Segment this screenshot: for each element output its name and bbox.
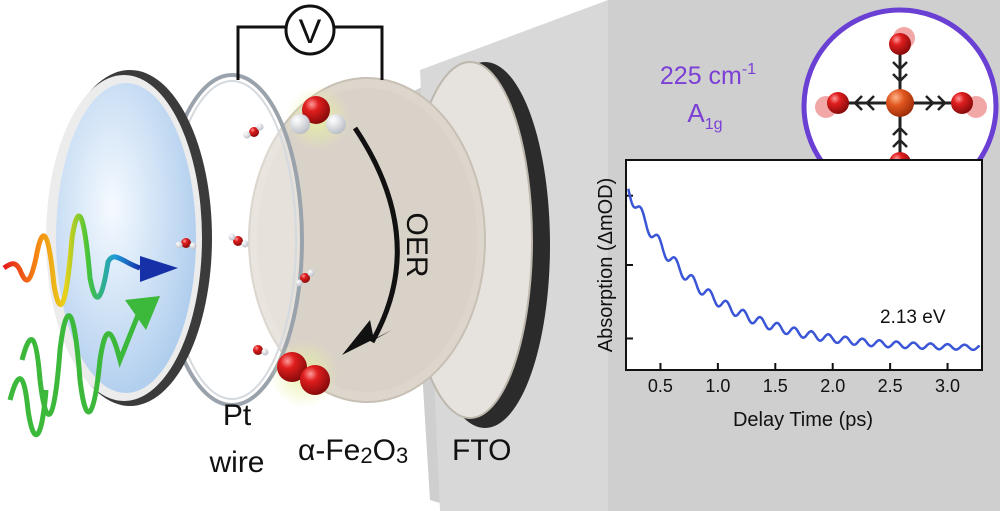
- mode-symmetry-sub: 1g: [705, 116, 723, 133]
- x-tick-label: 2.5: [878, 376, 903, 396]
- transient-absorption-chart: 0.5 1.0 1.5 2.0 2.5 3.0 2.13 eV Delay Time (p…: [595, 159, 983, 431]
- mode-frequency-value: 225 cm: [660, 62, 742, 90]
- x-tick-label: 1.5: [763, 376, 788, 396]
- pt-label-line2: wire: [208, 446, 264, 479]
- adsorbed-water: [286, 86, 350, 150]
- x-tick-label: 3.0: [935, 376, 960, 396]
- trace-annotation: 2.13 eV: [880, 307, 946, 328]
- water-molecules: [175, 123, 315, 356]
- hematite-label-prefix: α-Fe: [298, 434, 360, 467]
- oer-arrow: OER: [342, 126, 433, 355]
- mode-symmetry-main: A: [687, 98, 705, 128]
- x-tick-label: 2.0: [820, 376, 845, 396]
- hematite-label-sub1: 2: [360, 443, 372, 468]
- front-window: [46, 70, 212, 406]
- circuit: V: [236, 4, 384, 80]
- mode-frequency-exp: -1: [742, 61, 756, 78]
- hematite-label: α-Fe2O3: [298, 434, 408, 468]
- voltmeter: [284, 4, 336, 56]
- x-axis-label: Delay Time (ps): [733, 409, 873, 431]
- x-axis-ticks: 0.5 1.0 1.5 2.0 2.5 3.0: [648, 363, 960, 396]
- absorption-trace: [627, 188, 981, 352]
- hematite-disk: [248, 77, 486, 403]
- y-axis-label: Absorption (ΔmOD): [595, 178, 617, 353]
- fto-label: FTO: [452, 434, 511, 467]
- voltmeter-label: V: [299, 13, 322, 51]
- mode-frequency: 225 cm-1: [660, 61, 756, 90]
- pt-label-line1: Pt: [223, 399, 252, 432]
- hematite-label-sub2: 3: [396, 443, 408, 468]
- mode-symmetry: A1g: [687, 98, 722, 133]
- x-tick-label: 0.5: [648, 376, 673, 396]
- oxygen-molecule: [270, 340, 338, 408]
- probe-pulse: [2, 213, 178, 308]
- excitation-pulse-green: [7, 296, 160, 437]
- x-tick-label: 1.0: [705, 376, 730, 396]
- hematite-label-o: O: [373, 434, 396, 467]
- plot-frame: [625, 159, 983, 371]
- oer-label: OER: [400, 212, 433, 277]
